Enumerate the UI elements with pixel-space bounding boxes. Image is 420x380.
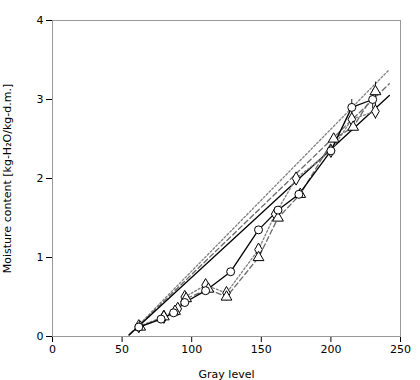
svg-text:150: 150 <box>251 343 272 356</box>
svg-text:0: 0 <box>37 330 44 343</box>
svg-text:Gray level: Gray level <box>199 368 255 380</box>
svg-text:0: 0 <box>49 343 56 356</box>
svg-text:1: 1 <box>37 251 44 264</box>
svg-text:200: 200 <box>320 343 341 356</box>
svg-text:250: 250 <box>390 343 411 356</box>
svg-text:Moisture content [kg-H₂O/kg-d.: Moisture content [kg-H₂O/kg-d.m.] <box>1 84 14 273</box>
svg-text:50: 50 <box>115 343 129 356</box>
svg-text:2: 2 <box>37 172 44 185</box>
svg-text:3: 3 <box>37 93 44 106</box>
svg-text:100: 100 <box>181 343 202 356</box>
svg-text:4: 4 <box>37 14 44 27</box>
